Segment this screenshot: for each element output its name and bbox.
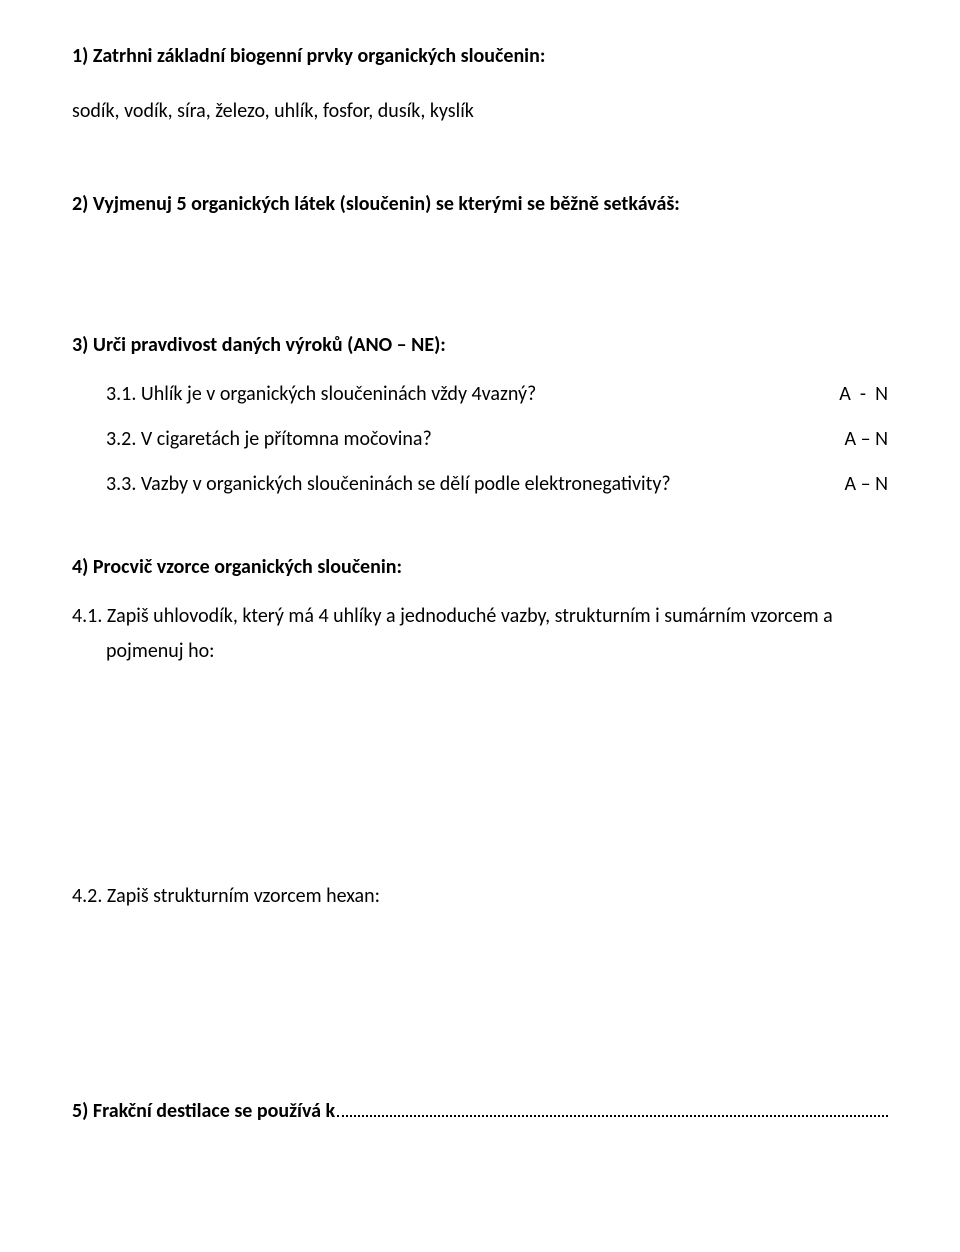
- q3-item-answer: A - N: [819, 380, 888, 409]
- spacer: [72, 152, 888, 190]
- q3-item: 3.2. V cigaretách je přítomna močovina? …: [72, 425, 888, 454]
- q3-item-body: Uhlík je v organických sloučeninách vždy…: [141, 382, 536, 406]
- q3-item-text: 3.3. Vazby v organických sloučeninách se…: [106, 470, 825, 499]
- spacer: [72, 245, 888, 331]
- q3-item-body: Vazby v organických sloučeninách se dělí…: [141, 472, 671, 496]
- q3-item-answer: A – N: [825, 425, 889, 454]
- q3-item-num: 3.2.: [106, 427, 136, 451]
- q3-item-num: 3.1.: [106, 382, 136, 406]
- q4-heading: 4) Procvič vzorce organických sloučenin:: [72, 553, 888, 582]
- q4-item2: 4.2. Zapiš strukturním vzorcem hexan:: [72, 882, 888, 911]
- q3-item: 3.1. Uhlík je v organických sloučeninách…: [72, 380, 888, 409]
- q1-options: sodík, vodík, síra, železo, uhlík, fosfo…: [72, 97, 888, 126]
- q3-heading: 3) Urči pravdivost daných výroků (ANO – …: [72, 331, 888, 360]
- q5-heading: 5) Frakční destilace se používá k: [72, 1097, 335, 1126]
- q4-item1-line1: 4.1. Zapiš uhlovodík, který má 4 uhlíky …: [72, 602, 888, 631]
- q3-item-text: 3.1. Uhlík je v organických sloučeninách…: [106, 380, 819, 409]
- q3-item-answer: A – N: [825, 470, 889, 499]
- q3-item: 3.3. Vazby v organických sloučeninách se…: [72, 470, 888, 499]
- spacer: [72, 937, 888, 1097]
- q4-item1-line2: pojmenuj ho:: [72, 637, 888, 666]
- q2-heading: 2) Vyjmenuj 5 organických látek (sloučen…: [72, 190, 888, 219]
- q3-item-num: 3.3.: [106, 472, 136, 496]
- q3-item-body: V cigaretách je přítomna močovina?: [141, 427, 432, 451]
- q1-heading: 1) Zatrhni základní biogenní prvky organ…: [72, 42, 888, 71]
- q5-line: 5) Frakční destilace se používá k: [72, 1097, 888, 1126]
- q3-item-text: 3.2. V cigaretách je přítomna močovina?: [106, 425, 825, 454]
- spacer: [72, 515, 888, 553]
- spacer: [72, 692, 888, 882]
- dotted-leader: [337, 1098, 888, 1117]
